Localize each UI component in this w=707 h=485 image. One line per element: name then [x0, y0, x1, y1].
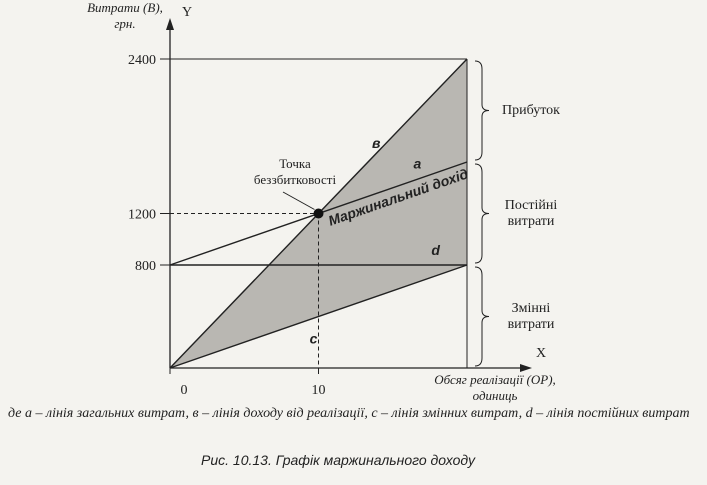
region-label: Змінні витрати: [507, 300, 555, 332]
region-label: Постійні витрати: [504, 197, 558, 229]
brace: [474, 266, 490, 367]
caption-box: де а – лінія загальних витрат, в – лінія…: [8, 406, 690, 421]
series-label: d: [431, 242, 440, 258]
y-axis-letter: Y: [182, 5, 192, 20]
region-label-box: Постійні витрати: [504, 197, 558, 229]
y-tick-label: 800: [135, 259, 156, 274]
region-label: Прибуток: [502, 102, 560, 118]
region-label-box: Прибуток: [502, 102, 560, 118]
series-label: в: [372, 135, 381, 151]
caption: де а – лінія загальних витрат, в – лінія…: [8, 406, 690, 421]
y-tick-label: 2400: [128, 53, 156, 68]
break-even-point: [313, 208, 324, 219]
series-label: a: [414, 156, 422, 172]
x-tick-label: 0: [181, 383, 188, 398]
series-line: [169, 264, 468, 369]
y-tick-label: 1200: [128, 208, 156, 223]
break-even-label-box: Точка беззбитковості: [253, 156, 337, 187]
brace: [474, 163, 490, 264]
x-axis-label: Обсяг реалізації (ОР), одиниць: [434, 372, 556, 403]
x-axis-arrow: [520, 364, 532, 372]
y-axis-label-box: Витрати (В), грн.: [87, 0, 163, 31]
x-axis-letter: X: [536, 346, 546, 361]
y-axis-arrow: [166, 18, 174, 30]
y-axis-label: Витрати (В), грн.: [87, 0, 163, 31]
break-even-label: Точка беззбитковості: [253, 156, 337, 187]
figure-title: Рис. 10.13. Графік маржинального доходу: [201, 452, 476, 468]
region-label-box: Змінні витрати: [507, 300, 555, 332]
series-label: c: [310, 331, 318, 347]
x-tick-label: 10: [312, 383, 326, 398]
x-axis-label-box: Обсяг реалізації (ОР), одиниць: [434, 372, 556, 403]
brace: [474, 60, 490, 161]
break-even-pointer: [282, 191, 315, 210]
